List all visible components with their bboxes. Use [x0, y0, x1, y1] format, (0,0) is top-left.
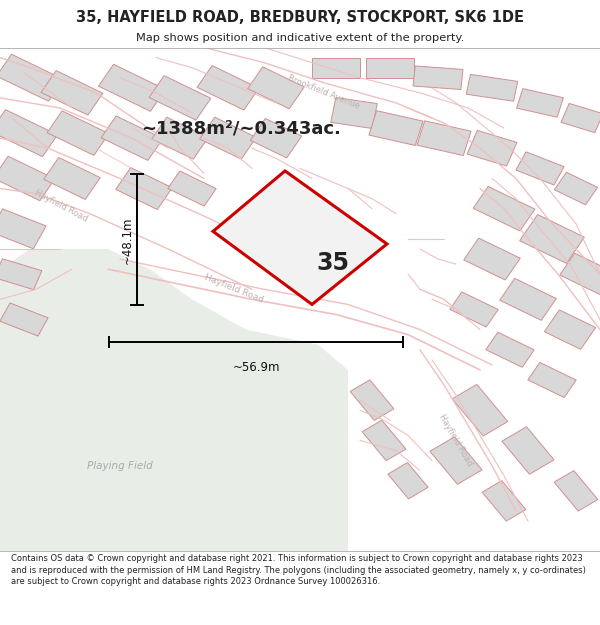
Text: Hayfield Road: Hayfield Road — [437, 412, 475, 468]
Bar — [101, 116, 163, 161]
Bar — [528, 362, 576, 398]
Bar — [116, 168, 172, 209]
Bar — [517, 89, 563, 118]
Bar — [0, 109, 58, 157]
Bar — [388, 462, 428, 499]
Bar — [516, 152, 564, 185]
Bar — [366, 58, 414, 78]
Text: ~48.1m: ~48.1m — [121, 216, 134, 264]
Bar — [482, 481, 526, 521]
Bar — [369, 111, 423, 146]
Bar — [467, 131, 517, 166]
Bar — [168, 171, 216, 206]
Text: Hayfield Road: Hayfield Road — [203, 272, 265, 304]
Text: 35, HAYFIELD ROAD, BREDBURY, STOCKPORT, SK6 1DE: 35, HAYFIELD ROAD, BREDBURY, STOCKPORT, … — [76, 9, 524, 24]
Bar — [554, 471, 598, 511]
Polygon shape — [0, 249, 348, 551]
Bar — [362, 420, 406, 461]
Text: Brookfield Avenue: Brookfield Avenue — [287, 73, 361, 111]
Bar — [466, 74, 518, 101]
Text: Playing Field: Playing Field — [87, 461, 153, 471]
Text: Map shows position and indicative extent of the property.: Map shows position and indicative extent… — [136, 33, 464, 43]
Bar — [200, 118, 256, 159]
Bar — [544, 310, 596, 349]
Bar — [500, 278, 556, 321]
Bar — [413, 66, 463, 89]
Text: Hayfield Road: Hayfield Road — [33, 189, 89, 224]
Bar — [450, 292, 498, 327]
Bar — [312, 58, 360, 78]
Bar — [152, 118, 208, 159]
Bar — [520, 214, 584, 263]
Bar — [473, 186, 535, 231]
Bar — [44, 158, 100, 199]
Bar — [98, 64, 166, 111]
Bar — [417, 121, 471, 156]
Polygon shape — [213, 171, 387, 304]
Bar — [430, 437, 482, 484]
Bar — [452, 384, 508, 436]
Bar — [197, 66, 259, 110]
Text: ~56.9m: ~56.9m — [232, 361, 280, 374]
Text: 35: 35 — [317, 251, 350, 275]
Bar — [0, 209, 46, 249]
Bar — [47, 111, 109, 156]
Bar — [350, 380, 394, 421]
Bar — [464, 238, 520, 280]
Bar — [0, 54, 64, 101]
Text: ~1388m²/~0.343ac.: ~1388m²/~0.343ac. — [141, 119, 341, 137]
Bar — [331, 98, 377, 129]
Bar — [41, 71, 103, 115]
Bar — [554, 173, 598, 205]
Bar — [502, 427, 554, 474]
Bar — [248, 67, 304, 109]
Bar — [0, 156, 55, 201]
Bar — [561, 103, 600, 132]
Bar — [560, 253, 600, 295]
Bar — [486, 332, 534, 367]
Bar — [0, 259, 42, 289]
Bar — [250, 119, 302, 158]
Bar — [149, 76, 211, 120]
Text: Contains OS data © Crown copyright and database right 2021. This information is : Contains OS data © Crown copyright and d… — [11, 554, 586, 586]
Bar — [0, 303, 48, 336]
